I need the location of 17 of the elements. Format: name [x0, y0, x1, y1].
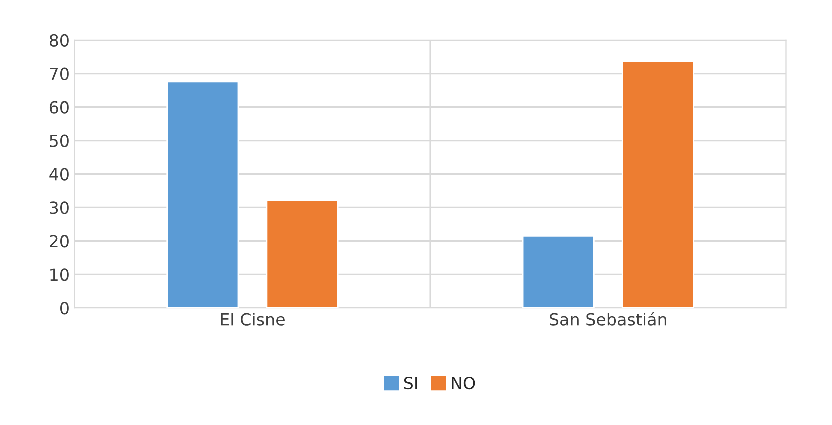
y-tick-label: 80 — [50, 34, 69, 47]
legend-label: SI — [404, 376, 418, 390]
legend-label: NO — [452, 376, 476, 390]
y-tick-label: 30 — [50, 202, 69, 214]
y-tick-label: 0 — [60, 302, 69, 315]
y-tick-label: 70 — [50, 68, 69, 80]
bar — [622, 61, 694, 308]
x-tick-label: San Sebastián — [550, 312, 666, 326]
y-tick-label: 60 — [50, 101, 69, 114]
bar — [522, 235, 595, 308]
y-tick-label: 20 — [50, 235, 69, 248]
y-tick-label: 10 — [50, 268, 69, 282]
x-tick-label: El Cisne — [221, 312, 285, 326]
y-tick-label: 50 — [50, 134, 69, 148]
y-tick-label: 40 — [50, 168, 69, 181]
bar — [266, 200, 339, 308]
bar — [166, 81, 240, 308]
